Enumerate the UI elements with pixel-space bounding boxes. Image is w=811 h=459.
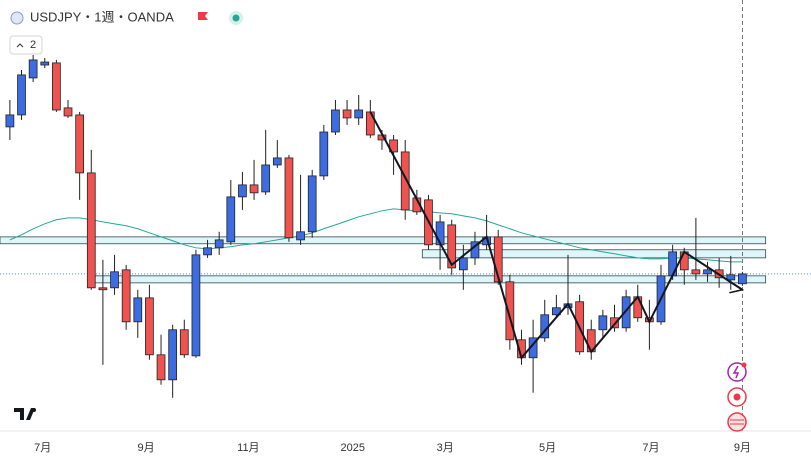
candle-body [296, 231, 305, 241]
candle-body [145, 297, 154, 356]
x-tick-label: 7月 [642, 442, 659, 454]
candle-body [5, 114, 15, 128]
candle-body [458, 257, 468, 271]
candle-body [726, 274, 736, 281]
candle-body [389, 139, 398, 153]
candle-body [52, 62, 61, 111]
flag-marker [198, 12, 208, 20]
candle-body [668, 251, 677, 277]
candle-body [505, 281, 515, 341]
arrow-head [729, 281, 745, 294]
symbol-title: USDJPY・1週・OANDA [30, 9, 174, 24]
candle-body [691, 269, 701, 275]
badge [741, 362, 747, 368]
status-dot [232, 14, 240, 22]
tv-logo-dot [32, 408, 36, 412]
candle-body [110, 271, 119, 289]
candle-body [86, 172, 96, 289]
candle-body [342, 109, 352, 119]
x-tick-label: 11月 [237, 442, 259, 454]
x-tick-label: 9月 [137, 442, 154, 454]
bolt [732, 365, 740, 379]
candle-body [354, 109, 364, 119]
candle-body [168, 329, 178, 381]
x-tick-label: 3月 [437, 442, 454, 454]
candle-body [400, 151, 410, 211]
chevron [16, 43, 24, 48]
candle-body [738, 273, 747, 285]
x-tick-label: 5月 [539, 442, 556, 454]
indicator-toggle[interactable] [9, 35, 43, 55]
candle-body [307, 175, 317, 233]
candle-body [75, 114, 84, 174]
candle-body [238, 184, 247, 198]
candle-body [28, 59, 38, 79]
x-tick-label: 7月 [34, 442, 51, 454]
candle-body [621, 296, 631, 329]
moving-average [9, 208, 743, 263]
candle-body [365, 111, 375, 136]
price-zone [0, 236, 767, 245]
economic-event-icon[interactable] [727, 412, 747, 432]
candle-body [249, 184, 259, 194]
candle-body [319, 131, 329, 177]
candle-body [179, 329, 189, 356]
candle-body [121, 269, 131, 323]
candle-body [272, 157, 282, 166]
candle-body [214, 239, 224, 249]
candle-body [261, 164, 271, 193]
candle-body [133, 297, 143, 323]
x-tick-label: 2025 [341, 442, 365, 454]
candle-body [226, 196, 236, 243]
candle-body [203, 247, 212, 256]
event-icon[interactable] [727, 362, 747, 382]
candle-body [493, 236, 503, 283]
event-dot [733, 393, 741, 401]
candle-body [40, 61, 50, 66]
candle-body [447, 224, 457, 269]
flag-icon [10, 11, 24, 25]
x-tick-label: 9月 [734, 442, 751, 454]
tv-logo [14, 408, 35, 420]
candle-body [331, 109, 340, 133]
flag-stripes [730, 419, 744, 425]
indicator-count: 2 [30, 39, 36, 51]
candle-body [191, 254, 201, 357]
candle-body [598, 315, 608, 331]
candle-body [63, 107, 73, 117]
candle-body [284, 157, 294, 239]
candle-body [98, 287, 108, 291]
zigzag-line [369, 111, 743, 360]
candle-body [156, 354, 166, 381]
candle-body [17, 74, 26, 116]
plot-area [0, 0, 811, 431]
candle-body [703, 269, 712, 275]
